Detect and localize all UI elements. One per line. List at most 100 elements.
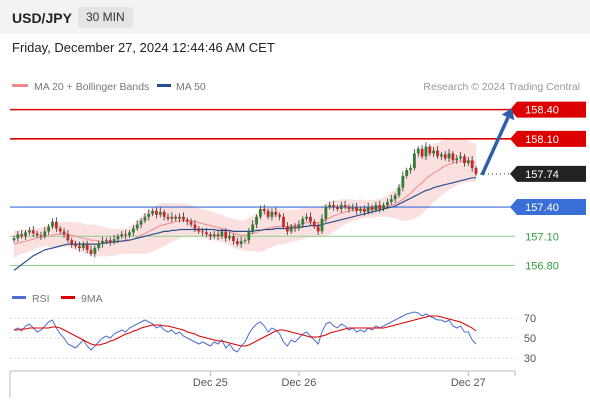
candle (224, 228, 228, 242)
timeframe-button[interactable]: 30 MIN (78, 7, 133, 28)
candle (351, 203, 355, 212)
candle (332, 200, 335, 211)
rsi-legend-swatch (12, 296, 26, 299)
candle (120, 230, 124, 239)
resistance-level-label: 158.40 (525, 105, 559, 117)
rsi-tick-label: 50 (524, 333, 536, 345)
candle (101, 236, 104, 248)
candle (436, 146, 439, 159)
candle (401, 171, 405, 192)
candle (259, 205, 262, 220)
candle (12, 235, 16, 243)
candle (463, 153, 466, 167)
candle (397, 184, 401, 198)
candle (386, 198, 389, 209)
candle (459, 152, 462, 161)
candle (35, 230, 39, 238)
ma50-legend-swatch (157, 84, 171, 87)
candle (405, 167, 409, 179)
candle (201, 228, 205, 236)
candle (251, 220, 255, 234)
candle (54, 217, 58, 233)
resistance-price-tag (510, 101, 586, 118)
candle (328, 201, 332, 210)
candle (309, 212, 312, 226)
candle (93, 245, 97, 258)
candle (382, 202, 385, 212)
candle (158, 207, 162, 218)
candle (166, 213, 170, 222)
candle (58, 226, 62, 234)
candle (470, 155, 474, 172)
candle (455, 154, 459, 164)
candle (466, 156, 470, 166)
candle (174, 214, 178, 222)
candle (193, 220, 197, 233)
projection-arrow-head (501, 108, 515, 121)
candle (370, 204, 374, 214)
candle (285, 222, 289, 236)
candle (297, 220, 301, 231)
candle (220, 228, 224, 239)
candle (43, 227, 47, 239)
candle (305, 213, 308, 222)
candle (24, 229, 27, 240)
candle (189, 218, 193, 228)
candle (262, 204, 266, 215)
candle (274, 207, 278, 218)
candle (324, 204, 328, 223)
candle (347, 204, 351, 213)
candle (378, 200, 382, 213)
candle (289, 224, 293, 234)
candle (312, 219, 316, 229)
rsi-tick-label: 70 (524, 313, 536, 325)
candle (170, 212, 174, 223)
candle (28, 227, 31, 235)
ma9-legend-label: 9MA (81, 293, 103, 305)
resistance-price-tag (510, 130, 586, 147)
candle (51, 218, 54, 229)
candle (62, 228, 66, 238)
candle (85, 240, 89, 254)
candle (320, 214, 324, 234)
candle (124, 229, 128, 239)
symbol-label: USD/JPY (12, 10, 72, 26)
x-tick-label: Dec 26 (281, 377, 316, 389)
candle (143, 213, 147, 224)
ma20-legend-swatch (12, 84, 28, 87)
candle (108, 236, 112, 246)
candle (185, 217, 189, 226)
title-bar: USD/JPY 30 MIN (0, 0, 590, 34)
candle (270, 208, 274, 221)
candle (428, 144, 432, 156)
candle (235, 237, 239, 247)
candle (182, 212, 185, 223)
candle (282, 213, 285, 229)
candle (97, 240, 101, 251)
candle (255, 214, 258, 229)
resistance-level-label: 158.10 (525, 134, 559, 146)
candle (424, 142, 428, 160)
support-price-tag (510, 199, 586, 216)
candle (139, 218, 143, 229)
bollinger-band (14, 138, 476, 258)
candle (413, 149, 416, 171)
candle (31, 226, 35, 237)
candle (366, 202, 370, 215)
candle (316, 223, 320, 236)
rsi-ma9-line (14, 315, 477, 347)
rsi-line (13, 311, 477, 353)
candle (301, 216, 305, 229)
candle (178, 213, 181, 223)
candle (389, 194, 393, 205)
candle (66, 229, 70, 243)
current-price-tag (510, 165, 586, 182)
candle (16, 230, 20, 242)
candle (78, 241, 81, 252)
candle (135, 220, 139, 231)
candle (39, 231, 43, 240)
candle (20, 229, 24, 239)
candle (147, 209, 151, 221)
target-level-label: 157.10 (525, 231, 559, 243)
candle (362, 205, 366, 216)
